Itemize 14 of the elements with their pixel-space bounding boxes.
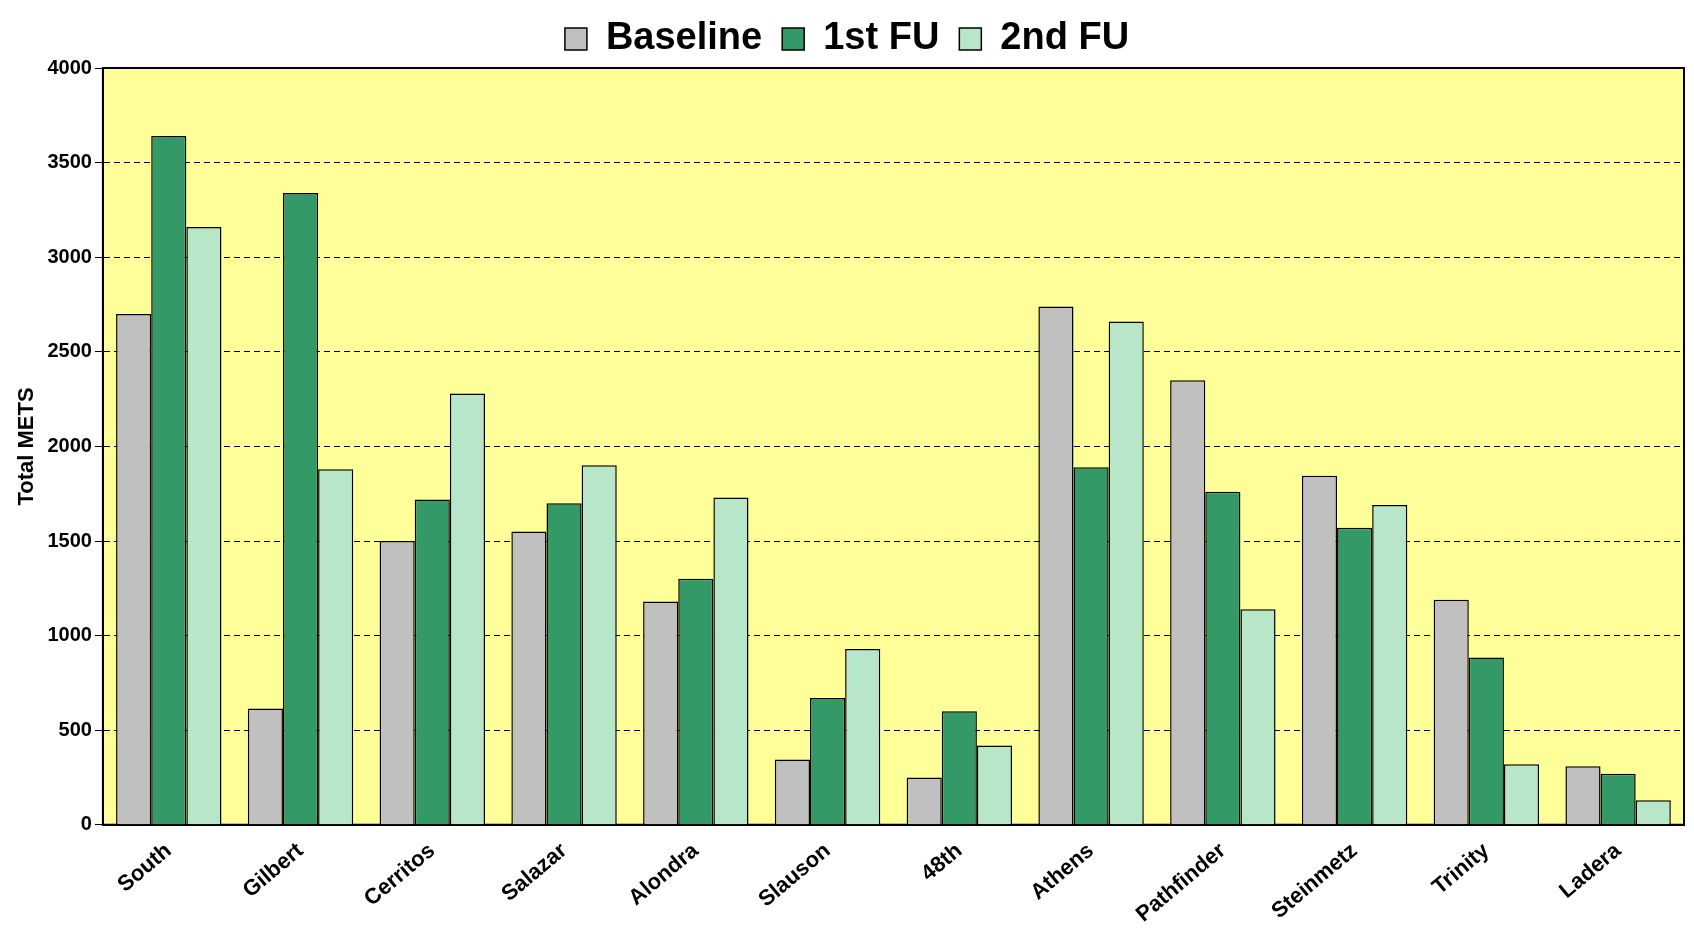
y-tick-label: 1000	[47, 623, 92, 646]
x-tick-label: 48th	[915, 837, 967, 886]
y-axis-title: Total METS	[13, 387, 39, 506]
y-tick-label: 2500	[47, 339, 92, 362]
y-tick-label: 1500	[47, 528, 92, 551]
legend-label: Baseline	[605, 15, 763, 58]
y-tick-label: 4000	[47, 55, 92, 78]
y-tick-label: 500	[58, 717, 92, 740]
y-tick-label: 0	[80, 812, 92, 835]
legend-label: 2nd FU	[1000, 15, 1130, 58]
legend-label: 1st FU	[823, 15, 940, 58]
y-tick-label: 3500	[47, 150, 92, 173]
y-tick-label: 2000	[47, 433, 92, 456]
y-tick-label: 3000	[47, 244, 92, 267]
